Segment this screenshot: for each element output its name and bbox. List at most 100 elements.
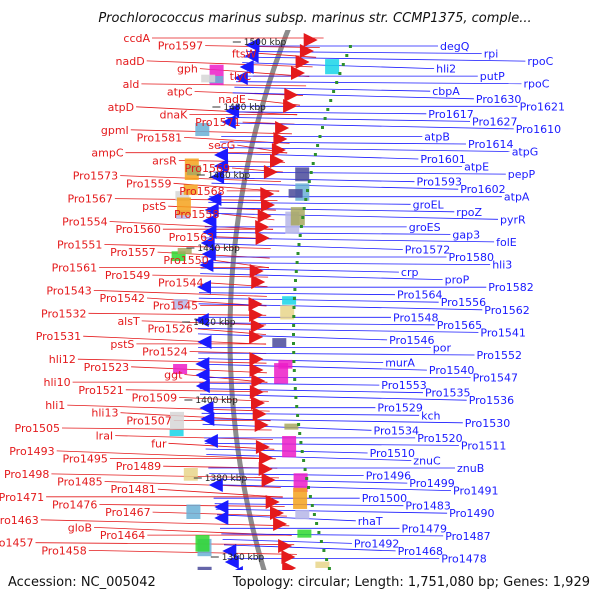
leader-line-reverse <box>198 303 483 311</box>
gc-marker <box>294 270 298 273</box>
gene-label-forward: tlyC <box>230 70 252 83</box>
gc-marker <box>311 162 315 165</box>
gene-label-reverse: Pro1630 <box>476 93 521 106</box>
gene-label-forward: Pro1581 <box>137 131 182 144</box>
gene-label-reverse: rpoC <box>524 78 550 91</box>
gc-marker <box>303 468 307 471</box>
gene-label-reverse: Pro1520 <box>417 432 462 445</box>
gene-label-reverse: Pro1496 <box>366 470 411 483</box>
gene-label-forward: Pro1561 <box>52 261 97 274</box>
gc-marker <box>306 189 309 192</box>
gene-label-reverse: Pro1540 <box>429 364 474 377</box>
gene-label-reverse: Pro1614 <box>468 138 513 151</box>
forward-gene-arrow <box>278 539 293 553</box>
gene-label-reverse: Pro1490 <box>449 507 494 520</box>
gc-marker <box>345 54 349 57</box>
gene-label-reverse: Pro1621 <box>520 100 565 113</box>
gene-label-reverse: atpA <box>504 191 530 204</box>
gene-label-reverse: Pro1556 <box>441 296 486 309</box>
gene-feature-box <box>315 561 330 568</box>
gc-marker <box>325 558 329 561</box>
gc-marker <box>315 522 319 525</box>
gene-label-forward: Pro1467 <box>105 506 150 519</box>
forward-gene-arrow <box>255 440 270 454</box>
gc-marker <box>292 333 295 336</box>
forward-gene-arrow <box>271 143 286 157</box>
gene-label-forward: Pro1563 <box>169 231 214 244</box>
forward-gene-arrow <box>255 231 270 245</box>
gene-label-reverse: cbpA <box>432 85 460 98</box>
reverse-gene-arrow <box>195 379 210 393</box>
gc-marker <box>301 216 305 219</box>
gene-label-reverse: Pro1468 <box>398 545 443 558</box>
reverse-gene-arrow <box>199 258 214 272</box>
gc-marker <box>293 288 297 291</box>
leader-line-forward <box>125 389 269 393</box>
forward-gene-arrow <box>252 407 267 421</box>
gene-label-reverse: Pro1541 <box>480 326 525 339</box>
forward-gene-arrow <box>284 88 299 102</box>
leader-line-reverse <box>198 292 396 296</box>
gene-label-forward: lraI <box>96 430 114 443</box>
gene-label-reverse: crp <box>401 266 419 279</box>
leader-line-reverse <box>213 171 506 175</box>
gc-marker <box>319 540 323 543</box>
gene-feature-box <box>272 338 287 348</box>
reverse-gene-arrow <box>204 203 219 217</box>
gene-label-reverse: Pro1492 <box>354 537 399 550</box>
gene-label-forward: gph <box>177 63 198 76</box>
gene-label-forward: Pro1458 <box>41 544 86 557</box>
gc-marker <box>295 405 299 408</box>
gene-label-reverse: Pro1478 <box>441 553 486 566</box>
leader-line-forward <box>242 121 295 125</box>
forward-gene-arrow <box>251 396 265 410</box>
reverse-gene-arrow <box>239 60 254 74</box>
gene-label-forward: ampC <box>91 147 123 160</box>
gene-label-reverse: por <box>433 341 452 354</box>
gene-label-forward: ccdA <box>123 32 150 45</box>
forward-gene-arrow <box>255 220 270 234</box>
gene-label-forward: Pro1554 <box>62 216 107 229</box>
gene-label-forward: nadE <box>218 93 246 106</box>
kbp-tick-label: 1460 kbp <box>208 171 251 181</box>
kbp-tick-label: 1440 kbp <box>197 244 240 254</box>
gene-label-forward: Pro1523 <box>84 361 129 374</box>
leader-line-reverse <box>227 111 427 115</box>
gene-label-reverse: Pro1565 <box>437 319 482 332</box>
gene-feature-box <box>171 251 186 262</box>
gene-label-forward: Pro1509 <box>132 391 177 404</box>
gene-label-reverse: degQ <box>440 40 470 53</box>
gc-marker <box>300 450 304 453</box>
gc-marker <box>335 81 339 84</box>
leader-line-reverse <box>204 232 451 235</box>
leader-line-forward <box>130 129 292 135</box>
accession-text: Accession: NC_005042 <box>8 575 156 590</box>
gc-marker <box>299 441 303 444</box>
leader-line-reverse <box>222 539 352 544</box>
forward-gene-arrow <box>270 154 284 168</box>
leader-line-reverse <box>209 473 364 476</box>
gene-label-reverse: kch <box>421 409 440 422</box>
forward-gene-arrow <box>273 132 288 146</box>
gene-label-reverse: znuC <box>413 455 441 468</box>
gene-feature-box <box>282 436 297 458</box>
gene-label-reverse: Pro1511 <box>461 439 506 452</box>
reverse-gene-arrow <box>202 214 217 228</box>
reverse-gene-arrow <box>194 313 209 327</box>
gene-feature-box <box>173 299 188 310</box>
forward-gene-arrow <box>249 308 264 322</box>
gene-feature-box <box>293 473 308 492</box>
forward-gene-arrow <box>295 55 310 69</box>
gc-marker <box>293 378 297 381</box>
gene-label-forward: Pro1498 <box>4 468 49 481</box>
gene-label-reverse: proP <box>445 274 470 287</box>
leader-line-reverse <box>221 533 444 537</box>
gene-label-forward: ftsW <box>232 47 257 60</box>
leader-line-reverse <box>211 484 452 491</box>
reverse-gene-arrow <box>201 247 216 261</box>
gene-label-forward: Pro1559 <box>126 177 171 190</box>
gc-marker <box>305 477 309 480</box>
forward-gene-arrow <box>249 264 264 278</box>
gc-marker <box>297 423 301 426</box>
